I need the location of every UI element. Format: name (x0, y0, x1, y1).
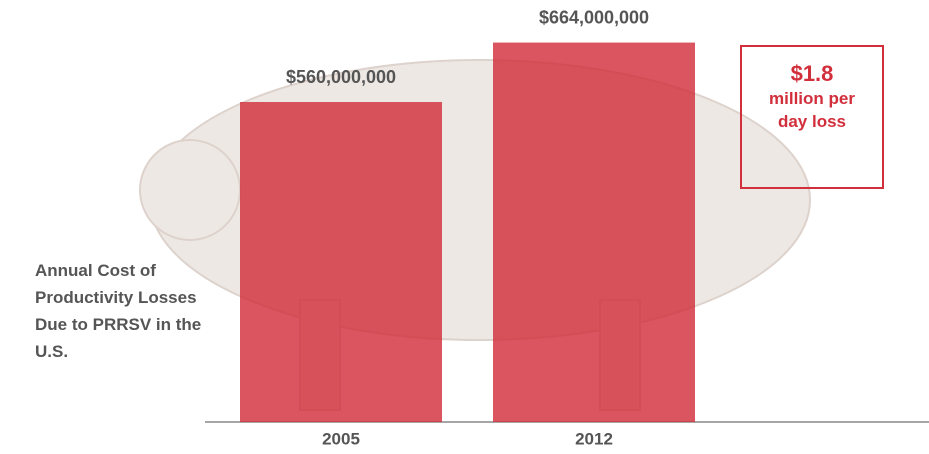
x-tick-label: 2012 (575, 429, 613, 448)
page: $560,000,000 2005 $664,000,000 2012 Annual … (0, 0, 929, 454)
bar (240, 102, 442, 422)
bar (493, 43, 695, 422)
annotation: $1.8 (742, 61, 882, 87)
annotation-box: $1.8 million per day loss (740, 45, 884, 189)
chart-title: Annual Cost of Productivity Losses Due t… (35, 257, 215, 365)
value-label: $664,000,000 (539, 7, 649, 27)
x-tick-label: 2005 (322, 429, 360, 448)
annotation: million per day loss (767, 87, 857, 133)
value-label: $560,000,000 (286, 67, 396, 87)
